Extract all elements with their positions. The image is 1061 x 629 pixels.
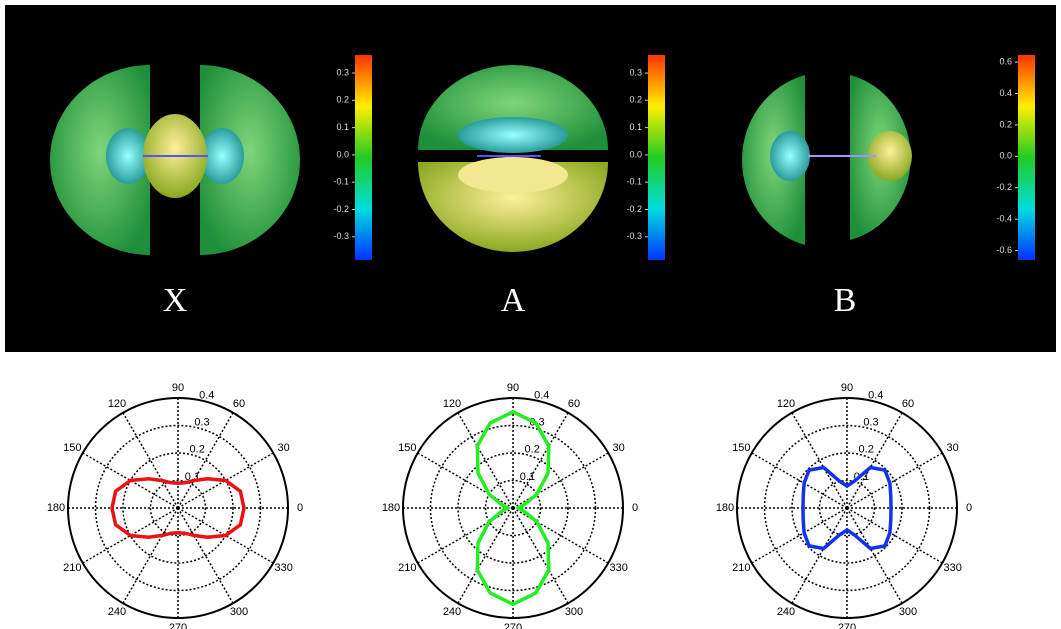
angle-tick-label: 180 xyxy=(716,502,734,514)
colorbar-tick-label: 0.4 xyxy=(999,88,1012,98)
angle-tick-label: 90 xyxy=(172,382,184,394)
radial-tick-label: 0.4 xyxy=(534,390,549,402)
angle-tick-label: 270 xyxy=(838,622,856,629)
grid-circle xyxy=(763,424,931,592)
grid-spoke xyxy=(751,507,848,564)
grid-spoke xyxy=(417,507,514,564)
render-x xyxy=(50,65,300,255)
angle-tick-label: 240 xyxy=(443,606,461,618)
polar-line xyxy=(801,465,893,551)
colorbar-tick-label: -0.2 xyxy=(333,204,349,214)
polar-frame xyxy=(67,397,289,619)
angle-tick-label: 150 xyxy=(732,442,750,454)
colorbar-tick-label: 0.2 xyxy=(336,95,349,105)
colorbar-tick-label: -0.4 xyxy=(996,214,1012,224)
angle-tick-label: 30 xyxy=(947,442,959,454)
render-label: B xyxy=(834,282,857,319)
grid-spoke xyxy=(122,507,179,604)
angle-tick-label: 300 xyxy=(899,606,917,618)
angle-tick-label: 0 xyxy=(966,502,972,514)
angle-tick-label: 60 xyxy=(902,398,914,410)
angle-tick-label: 210 xyxy=(732,562,750,574)
angle-tick-label: 60 xyxy=(233,398,245,410)
radial-tick-label: 0.4 xyxy=(868,390,883,402)
radial-tick-label: 0.1 xyxy=(520,471,535,483)
colorbar-tick-label: -0.3 xyxy=(626,231,642,241)
polar-line xyxy=(475,409,551,607)
colorbar xyxy=(1018,55,1035,260)
colorbar-tick-label: 0.3 xyxy=(629,67,642,77)
colorbar-tick-label: 0.0 xyxy=(629,149,642,159)
colorbar-tick-label: -0.6 xyxy=(996,245,1012,255)
colorbar-tick-label: -0.2 xyxy=(626,204,642,214)
angle-tick-label: 30 xyxy=(278,442,290,454)
grid-spoke xyxy=(791,507,848,604)
angle-tick-label: 90 xyxy=(841,382,853,394)
angle-tick-label: 240 xyxy=(777,606,795,618)
angle-tick-label: 0 xyxy=(297,502,303,514)
colorbar-tick-label: 0.6 xyxy=(999,56,1012,66)
colorbar-tick-label: 0.2 xyxy=(629,95,642,105)
polar-frame xyxy=(736,397,958,619)
grid-circle xyxy=(791,452,903,564)
angle-tick-label: 150 xyxy=(63,442,81,454)
colorbar xyxy=(355,55,372,260)
angle-tick-label: 270 xyxy=(169,622,187,629)
radial-tick-label: 0.2 xyxy=(190,444,205,456)
colorbar-tick-label: 0.0 xyxy=(999,151,1012,161)
radial-tick-label: 0.2 xyxy=(859,444,874,456)
angle-tick-label: 330 xyxy=(609,562,627,574)
angle-tick-label: 120 xyxy=(777,398,795,410)
grid-circle xyxy=(94,424,262,592)
colorbar-tick-label: 0.1 xyxy=(629,122,642,132)
radial-tick-label: 0.2 xyxy=(525,444,540,456)
colorbar-tick-label: 0.2 xyxy=(999,119,1012,129)
radial-tick-label: 0.3 xyxy=(863,417,878,429)
grid-circle xyxy=(484,479,542,537)
render-b xyxy=(742,75,912,245)
grid-circle xyxy=(818,479,876,537)
angle-tick-label: 330 xyxy=(943,562,961,574)
colorbar-tick-label: 0.3 xyxy=(336,67,349,77)
render-label: A xyxy=(501,282,526,319)
angle-tick-label: 30 xyxy=(613,442,625,454)
angle-tick-label: 300 xyxy=(230,606,248,618)
angle-tick-label: 90 xyxy=(507,382,519,394)
angle-tick-label: 300 xyxy=(565,606,583,618)
angle-tick-label: 120 xyxy=(108,398,126,410)
grid-circle xyxy=(429,424,597,592)
grid-circle xyxy=(122,452,234,564)
polar-line xyxy=(110,477,246,539)
colorbar xyxy=(648,55,665,260)
colorbar-tick-label: -0.1 xyxy=(626,177,642,187)
grid-circle xyxy=(149,479,207,537)
colorbar-tick-label: -0.3 xyxy=(333,231,349,241)
angle-tick-label: 270 xyxy=(504,622,522,629)
colorbar-tick-label: 0.0 xyxy=(336,149,349,159)
grid-spoke xyxy=(457,507,514,604)
colorbar-tick-label: -0.2 xyxy=(996,182,1012,192)
radial-tick-label: 0.4 xyxy=(199,390,214,402)
colorbar-tick-label: -0.1 xyxy=(333,177,349,187)
angle-tick-label: 240 xyxy=(108,606,126,618)
angle-tick-label: 60 xyxy=(568,398,580,410)
radial-tick-label: 0.3 xyxy=(194,417,209,429)
render-label: X xyxy=(163,282,188,319)
angle-tick-label: 150 xyxy=(398,442,416,454)
render-a xyxy=(418,65,608,252)
angle-tick-label: 330 xyxy=(274,562,292,574)
angle-tick-label: 0 xyxy=(632,502,638,514)
angle-tick-label: 120 xyxy=(443,398,461,410)
angle-tick-label: 210 xyxy=(63,562,81,574)
colorbar-tick-label: 0.1 xyxy=(336,122,349,132)
angle-tick-label: 180 xyxy=(47,502,65,514)
angle-tick-label: 210 xyxy=(398,562,416,574)
angle-tick-label: 180 xyxy=(382,502,400,514)
polar-frame xyxy=(402,397,624,619)
grid-circle xyxy=(457,452,569,564)
